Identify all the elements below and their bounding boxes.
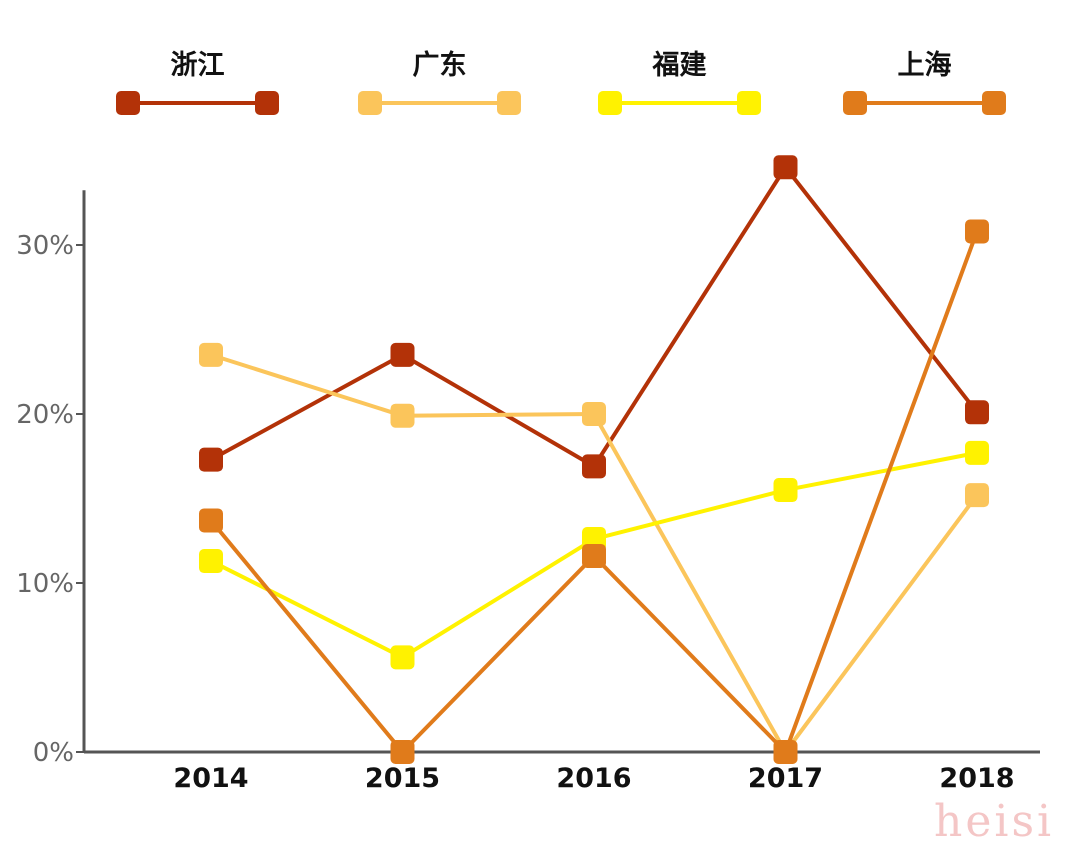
series-line xyxy=(209,230,979,754)
data-point xyxy=(390,740,415,764)
legend-marker xyxy=(497,91,521,115)
data-point xyxy=(199,549,223,574)
x-tick-label: 2015 xyxy=(365,763,440,794)
legend-marker xyxy=(982,91,1006,115)
data-point xyxy=(199,342,223,367)
data-point xyxy=(582,454,606,479)
legend-item: 福建 xyxy=(598,50,761,115)
x-tick-label: 2014 xyxy=(173,763,248,794)
x-axis-ticks: 2014 2015 2016 2017 2018 xyxy=(173,763,1014,794)
data-point xyxy=(582,543,606,568)
y-tick-label: 30% xyxy=(16,231,74,261)
axes xyxy=(82,190,1040,754)
legend-item: 广东 xyxy=(358,49,521,115)
x-tick-label: 2018 xyxy=(939,763,1014,794)
legend-label: 广东 xyxy=(413,49,467,81)
y-tick-label: 10% xyxy=(16,569,74,599)
legend-label: 浙江 xyxy=(171,50,225,81)
legend-marker xyxy=(737,91,761,115)
legend: 浙江 广东 福建 上海 xyxy=(116,49,1006,115)
y-axis-ticks: 0% 10% 20% 30% xyxy=(16,231,84,768)
data-point xyxy=(390,645,415,670)
y-tick-label: 20% xyxy=(16,400,74,430)
legend-label: 上海 xyxy=(898,50,952,81)
data-point xyxy=(199,508,223,533)
x-tick-label: 2017 xyxy=(748,763,823,794)
data-point xyxy=(199,447,223,472)
data-point xyxy=(965,440,989,465)
data-point xyxy=(965,219,989,244)
legend-marker xyxy=(598,91,622,115)
data-point xyxy=(582,402,606,426)
series-group xyxy=(199,155,989,764)
x-tick-label: 2016 xyxy=(556,763,631,794)
y-tick-label: 0% xyxy=(33,738,74,768)
legend-marker xyxy=(255,91,279,115)
data-point xyxy=(773,478,798,503)
data-point xyxy=(965,483,989,508)
series-3 xyxy=(199,219,989,764)
series-0 xyxy=(199,155,989,479)
data-point xyxy=(773,740,798,764)
data-point xyxy=(773,155,798,180)
watermark-text: heisi xyxy=(934,796,1054,847)
data-point xyxy=(390,403,415,428)
legend-marker xyxy=(116,91,140,115)
legend-item: 上海 xyxy=(843,50,1006,115)
legend-marker xyxy=(843,91,867,115)
data-point xyxy=(965,400,989,425)
data-point xyxy=(390,342,415,367)
legend-item: 浙江 xyxy=(116,50,279,115)
legend-label: 福建 xyxy=(652,50,707,81)
legend-marker xyxy=(358,91,382,115)
